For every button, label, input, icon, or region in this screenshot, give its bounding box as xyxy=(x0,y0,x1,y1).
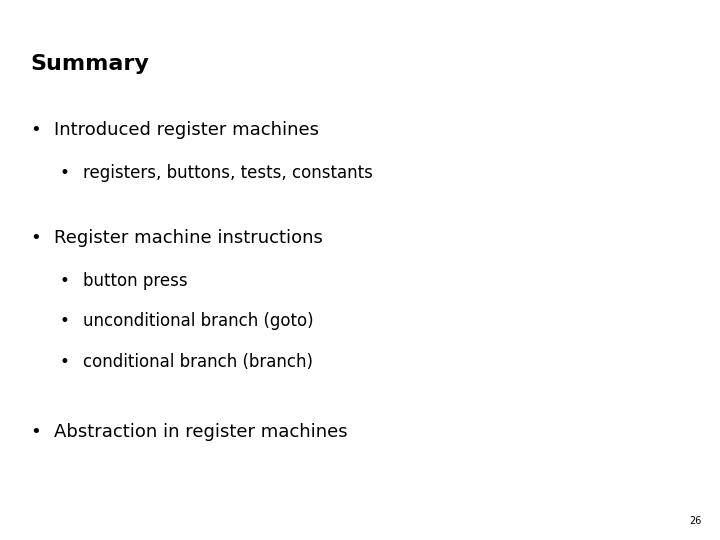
Text: •: • xyxy=(30,423,41,441)
Text: •: • xyxy=(30,228,41,247)
Text: •: • xyxy=(59,272,69,290)
Text: •: • xyxy=(59,353,69,371)
Text: •: • xyxy=(59,164,69,182)
Text: •: • xyxy=(59,312,69,330)
Text: button press: button press xyxy=(83,272,187,290)
Text: •: • xyxy=(30,120,41,139)
Text: conditional branch (branch): conditional branch (branch) xyxy=(83,353,312,371)
Text: 26: 26 xyxy=(690,516,702,526)
Text: registers, buttons, tests, constants: registers, buttons, tests, constants xyxy=(83,164,373,182)
Text: Register machine instructions: Register machine instructions xyxy=(54,228,323,247)
Text: Abstraction in register machines: Abstraction in register machines xyxy=(54,423,348,441)
Text: Summary: Summary xyxy=(30,54,149,74)
Text: unconditional branch (goto): unconditional branch (goto) xyxy=(83,312,313,330)
Text: Introduced register machines: Introduced register machines xyxy=(54,120,319,139)
